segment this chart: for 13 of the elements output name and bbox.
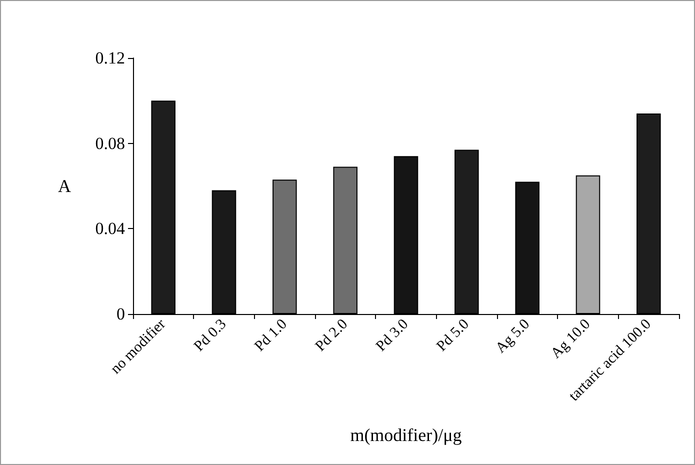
x-axis-title: m(modifier)/μg: [350, 425, 462, 445]
y-tick-label: 0.08: [95, 134, 125, 153]
y-tick-label: 0.04: [95, 219, 126, 238]
x-tick-label: Ag 10.0: [548, 316, 594, 362]
x-tick-label: Pd 3.0: [373, 316, 412, 355]
y-tick-label: 0: [116, 304, 125, 324]
y-axis-title: A: [58, 176, 71, 196]
x-tick-label: Pd 0.3: [191, 316, 230, 355]
x-tick-label: Pd 5.0: [434, 316, 472, 355]
x-tick-label: Pd 2.0: [312, 316, 351, 355]
x-tick-label: Pd 1.0: [252, 316, 290, 355]
x-tick-label: Ag 5.0: [492, 316, 533, 357]
y-tick-label: 0.12: [95, 48, 125, 68]
